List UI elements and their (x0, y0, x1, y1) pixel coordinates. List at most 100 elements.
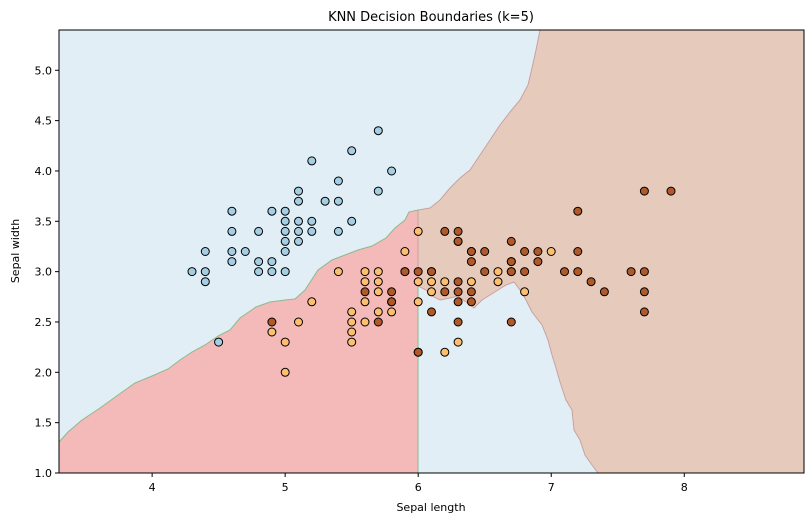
point-class-0-2 (200, 277, 210, 287)
point-class-0-26 (294, 186, 303, 196)
point-class-1-29 (440, 347, 450, 357)
point-class-2-35 (573, 206, 583, 216)
point-class-0-4 (214, 337, 224, 347)
point-class-2-7 (413, 267, 423, 277)
point-class-1-27 (427, 277, 436, 287)
y-tick-label: 3.5 (35, 215, 53, 228)
x-axis: 4 5 6 7 8 (149, 473, 688, 494)
x-tick-label: 6 (415, 481, 422, 494)
point-class-1-10 (360, 317, 370, 327)
point-class-2-25 (506, 267, 516, 277)
point-class-0-20 (280, 216, 290, 226)
point-class-1-36 (493, 267, 503, 277)
point-class-1-25 (413, 226, 423, 236)
point-class-0-37 (373, 126, 383, 136)
point-class-0-29 (307, 156, 317, 166)
point-class-1-11 (360, 297, 370, 307)
decision-region-class-2 (417, 29, 805, 474)
point-class-0-15 (267, 206, 277, 216)
point-class-0-35 (347, 146, 357, 156)
decision-region-class-1 (58, 209, 419, 474)
point-class-1-39 (520, 287, 530, 297)
point-class-0-22 (294, 236, 303, 246)
point-class-1-2 (280, 337, 290, 347)
point-class-1-13 (360, 267, 370, 277)
point-class-0-6 (227, 247, 237, 256)
point-class-0-23 (294, 226, 303, 236)
point-class-1-17 (373, 267, 383, 277)
point-class-2-9 (427, 267, 436, 277)
point-class-0-8 (227, 206, 237, 216)
point-class-2-24 (506, 317, 516, 327)
point-class-2-18 (466, 297, 476, 307)
point-class-1-30 (440, 277, 450, 287)
point-class-0-33 (333, 176, 343, 186)
point-class-0-10 (254, 267, 264, 277)
point-class-1-9 (347, 307, 357, 317)
point-class-0-31 (333, 226, 343, 236)
y-tick-label: 4.5 (35, 115, 53, 128)
y-tick-label: 3.0 (35, 266, 53, 279)
point-class-2-26 (506, 257, 516, 267)
point-class-2-10 (440, 287, 450, 297)
x-tick-label: 4 (149, 481, 156, 494)
point-class-2-29 (520, 247, 530, 256)
point-class-2-8 (427, 307, 436, 317)
point-class-2-28 (520, 267, 530, 277)
point-class-0-28 (307, 216, 317, 226)
y-tick-label: 2.0 (35, 366, 53, 379)
point-class-2-39 (639, 307, 649, 317)
point-class-0-32 (333, 196, 343, 206)
point-class-1-21 (400, 247, 410, 256)
point-class-1-26 (427, 287, 436, 297)
y-axis-label: Sepal width (9, 219, 22, 283)
point-class-1-40 (546, 247, 556, 256)
point-class-0-30 (320, 196, 330, 206)
point-class-1-8 (347, 317, 357, 327)
point-class-1-35 (493, 277, 503, 287)
point-class-1-31 (453, 337, 463, 347)
point-class-1-1 (280, 367, 290, 377)
y-tick-label: 1.5 (35, 417, 53, 430)
x-tick-label: 8 (681, 481, 688, 494)
point-class-2-23 (480, 247, 490, 256)
point-class-1-23 (413, 297, 423, 307)
point-class-2-4 (387, 287, 397, 297)
point-class-2-17 (453, 226, 463, 236)
point-class-0-21 (280, 206, 290, 216)
x-axis-label: Sepal length (396, 501, 465, 514)
point-class-2-6 (413, 347, 423, 357)
plot-frame (58, 29, 805, 474)
x-tick-label: 5 (282, 481, 289, 494)
point-class-2-34 (573, 247, 583, 256)
point-class-1-7 (347, 327, 357, 337)
point-class-1-24 (413, 277, 423, 287)
point-class-2-41 (639, 267, 649, 277)
point-class-0-27 (307, 226, 317, 236)
point-class-1-5 (333, 267, 343, 277)
point-class-2-36 (586, 277, 596, 287)
point-class-2-22 (480, 267, 490, 277)
point-class-1-14 (373, 307, 383, 317)
point-class-0-25 (294, 196, 303, 206)
point-class-0-5 (227, 257, 237, 267)
point-class-2-11 (440, 226, 450, 236)
point-class-0-34 (347, 216, 357, 226)
point-class-2-14 (453, 287, 463, 297)
point-class-1-6 (347, 337, 357, 347)
point-class-2-27 (506, 236, 516, 246)
point-class-0-38 (387, 166, 397, 176)
point-class-2-16 (453, 236, 463, 246)
point-class-0-16 (280, 267, 290, 277)
point-class-0-19 (280, 226, 290, 236)
point-class-2-42 (639, 186, 649, 196)
point-class-0-9 (240, 247, 250, 256)
point-class-1-0 (267, 327, 277, 337)
point-class-0-1 (200, 267, 210, 277)
point-class-0-3 (200, 247, 210, 256)
y-tick-label: 2.5 (35, 316, 53, 329)
point-class-2-12 (453, 317, 463, 327)
chart-title: KNN Decision Boundaries (k=5) (328, 10, 534, 25)
point-class-2-3 (387, 297, 397, 307)
